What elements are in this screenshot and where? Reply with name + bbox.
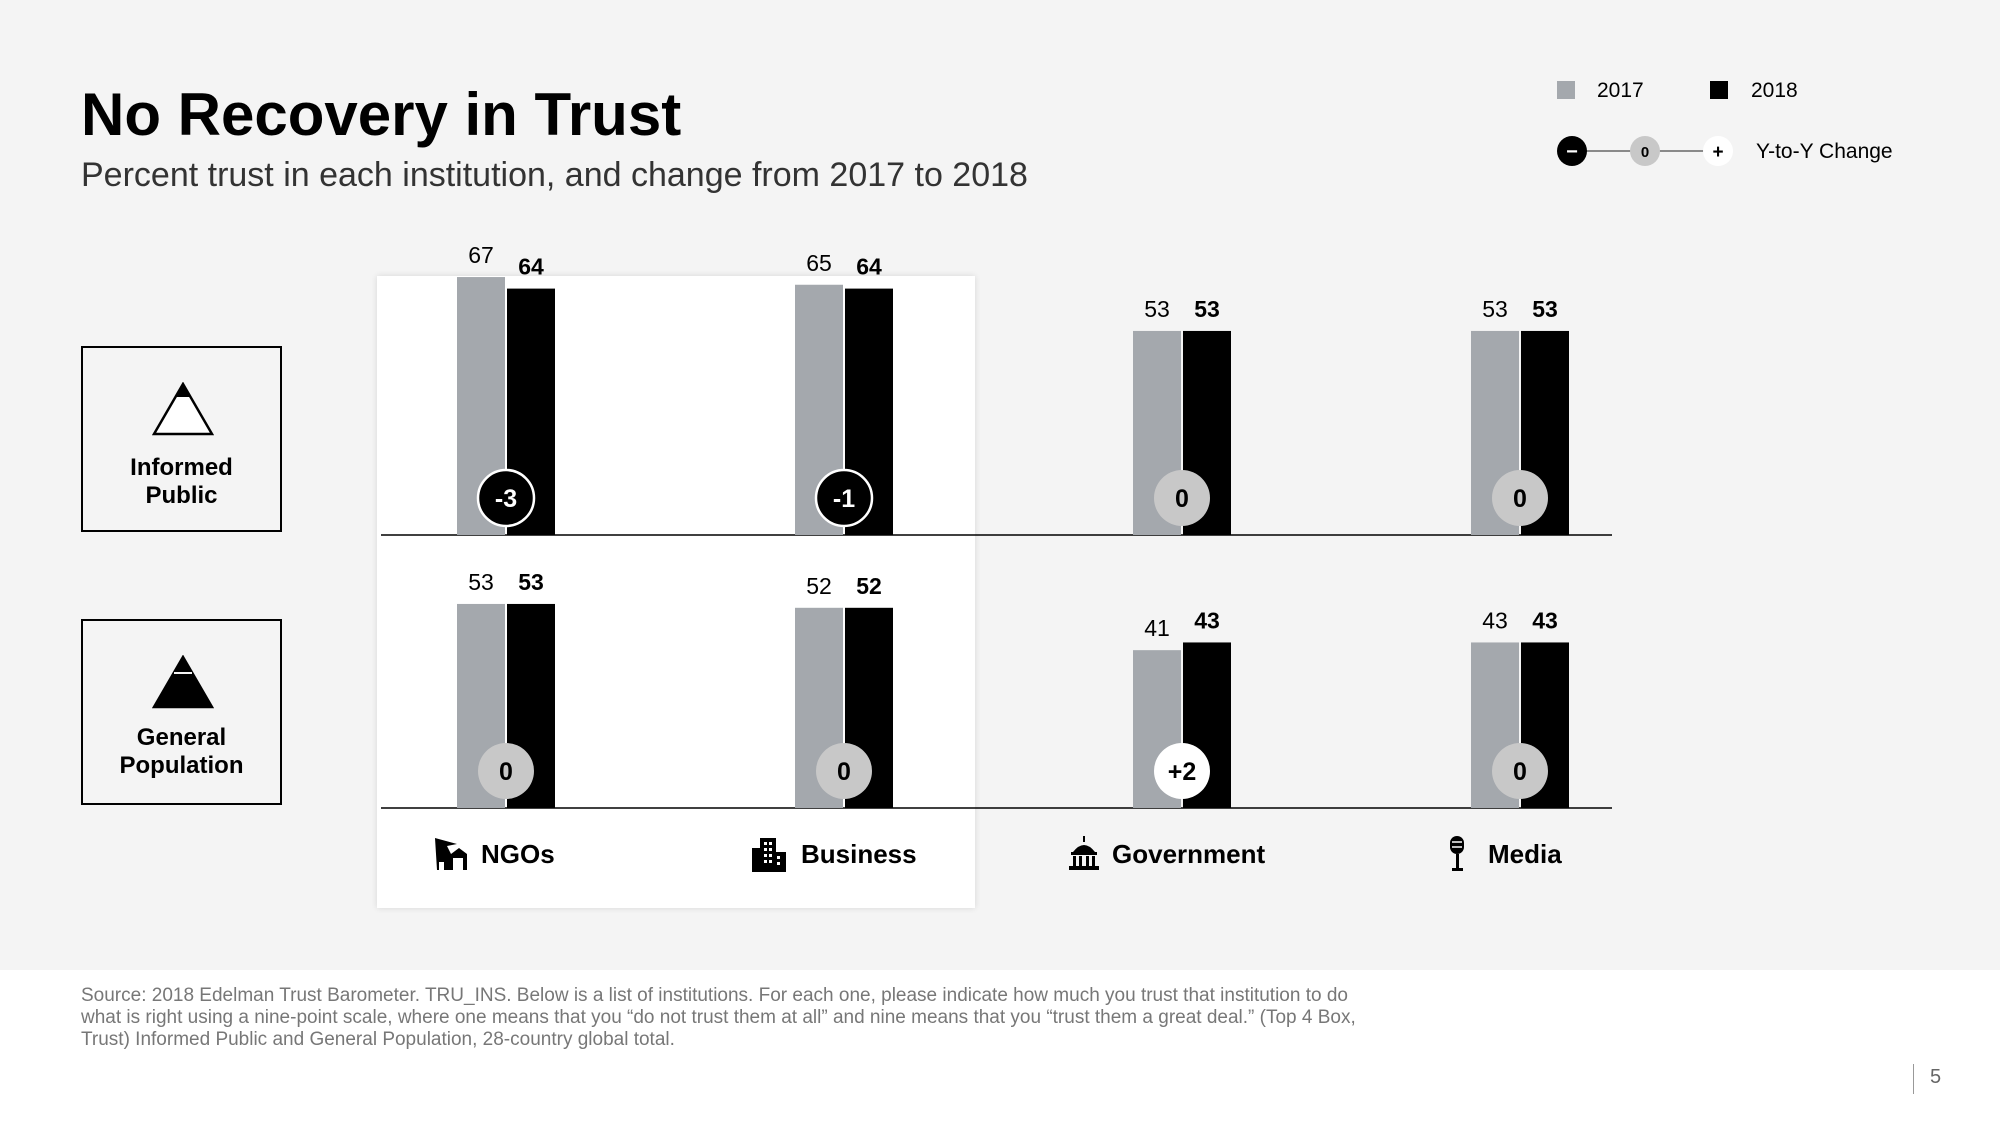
change-circle-general-population-media bbox=[1492, 743, 1548, 799]
value-label-2018-informed-public-government: 53 bbox=[1194, 296, 1220, 322]
legend-zero-symbol: 0 bbox=[1641, 144, 1649, 161]
page-subtitle: Percent trust in each institution, and c… bbox=[81, 156, 1028, 194]
change-label-general-population-ngos: 0 bbox=[499, 758, 513, 786]
category-business: Business bbox=[752, 838, 917, 872]
value-label-2018-general-population-business: 52 bbox=[856, 573, 882, 599]
category-media: Media bbox=[1450, 836, 1562, 871]
value-label-2018-informed-public-media: 53 bbox=[1532, 296, 1558, 322]
legend-swatch-2018 bbox=[1710, 81, 1728, 99]
government-icon bbox=[1069, 836, 1099, 870]
value-label-2017-informed-public-government: 53 bbox=[1144, 296, 1170, 322]
change-label-informed-public-business: -1 bbox=[833, 485, 855, 513]
segment-label-line2: Population bbox=[119, 752, 244, 779]
value-label-2017-general-population-government: 41 bbox=[1144, 615, 1170, 641]
value-label-2017-general-population-ngos: 53 bbox=[468, 569, 494, 595]
category-government: Government bbox=[1069, 836, 1265, 870]
general-population-icon bbox=[152, 655, 214, 709]
segment-label-line2: Public bbox=[145, 482, 218, 509]
business-icon bbox=[752, 838, 786, 872]
change-circle-general-population-ngos bbox=[478, 743, 534, 799]
change-label-general-population-government: +2 bbox=[1168, 758, 1197, 786]
value-label-2018-general-population-media: 43 bbox=[1532, 607, 1558, 633]
segment-label-line1: Informed bbox=[130, 454, 233, 481]
value-label-2017-general-population-business: 52 bbox=[806, 573, 832, 599]
change-circle-general-population-government bbox=[1154, 743, 1210, 799]
change-label-informed-public-media: 0 bbox=[1513, 485, 1527, 513]
value-label-2017-general-population-media: 43 bbox=[1482, 607, 1508, 633]
value-label-2018-informed-public-business: 64 bbox=[856, 254, 882, 280]
value-label-2017-informed-public-ngos: 67 bbox=[468, 242, 494, 268]
legend-change-label: Y-to-Y Change bbox=[1756, 140, 1893, 163]
change-circle-informed-public-government bbox=[1154, 470, 1210, 526]
category-label-government: Government bbox=[1112, 839, 1265, 869]
change-label-general-population-business: 0 bbox=[837, 758, 851, 786]
informed-public-icon bbox=[152, 382, 214, 436]
ngo-icon bbox=[435, 838, 467, 870]
segment-informed-public: Informed Public bbox=[81, 346, 282, 532]
legend-swatch-2017 bbox=[1557, 81, 1575, 99]
value-label-2017-informed-public-media: 53 bbox=[1482, 296, 1508, 322]
change-label-general-population-media: 0 bbox=[1513, 758, 1527, 786]
change-circle-informed-public-ngos bbox=[476, 468, 536, 528]
legend-minus-symbol: − bbox=[1566, 141, 1578, 163]
segment-label-line1: General bbox=[136, 724, 227, 751]
legend-label-2018: 2018 bbox=[1751, 79, 1798, 102]
legend: 2017 2018 − 0 + Y-to-Y Change bbox=[1557, 79, 1893, 166]
legend-label-2017: 2017 bbox=[1597, 79, 1644, 102]
page-number: 5 bbox=[1930, 1066, 1942, 1088]
page-title: No Recovery in Trust bbox=[81, 81, 682, 148]
category-label-media: Media bbox=[1488, 839, 1562, 869]
change-circle-informed-public-business bbox=[814, 468, 874, 528]
category-label-ngos: NGOs bbox=[481, 839, 555, 869]
media-icon bbox=[1450, 836, 1464, 871]
change-label-informed-public-government: 0 bbox=[1175, 485, 1189, 513]
legend-minus-circle bbox=[1557, 136, 1587, 166]
change-label-informed-public-ngos: -3 bbox=[495, 485, 517, 513]
legend-plus-symbol: + bbox=[1712, 142, 1723, 163]
value-label-2018-general-population-ngos: 53 bbox=[518, 569, 544, 595]
chart-marks: 67 64 -3 65 64 -1 53 53 0 53 53 0 53 53 0 52 52 0 41 43 +2 43… bbox=[457, 242, 1569, 808]
category-label-business: Business bbox=[801, 839, 917, 869]
value-label-2018-informed-public-ngos: 64 bbox=[518, 254, 544, 280]
source-note: Source: 2018 Edelman Trust Barometer. TR… bbox=[81, 985, 1356, 1050]
change-circle-general-population-business bbox=[816, 743, 872, 799]
page-number-divider bbox=[1913, 1064, 1914, 1094]
value-label-2018-general-population-government: 43 bbox=[1194, 607, 1220, 633]
value-label-2017-informed-public-business: 65 bbox=[806, 250, 832, 276]
segment-general-population: General Population bbox=[81, 619, 282, 805]
legend-plus-circle bbox=[1703, 136, 1733, 166]
legend-zero-circle bbox=[1630, 136, 1660, 166]
change-circle-informed-public-media bbox=[1492, 470, 1548, 526]
category-ngos: NGOs bbox=[435, 838, 555, 870]
